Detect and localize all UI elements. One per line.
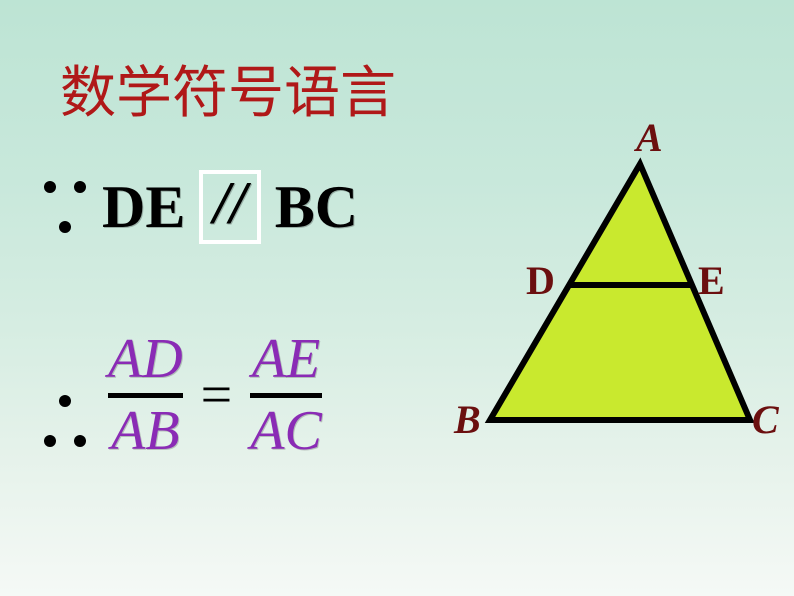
point-d-label: D xyxy=(526,257,555,304)
fraction-left: AD AB xyxy=(108,330,183,461)
dot xyxy=(74,181,86,193)
fraction-bar xyxy=(250,393,322,398)
parallel-operator: // xyxy=(199,170,260,244)
equals-sign: = xyxy=(201,363,233,427)
dot xyxy=(59,221,71,233)
denominator-ac: AC xyxy=(250,402,322,461)
dot xyxy=(74,435,86,447)
dot xyxy=(44,435,56,447)
vertex-c-label: C xyxy=(752,396,779,443)
vertex-b-label: B xyxy=(454,396,481,443)
dot xyxy=(44,181,56,193)
denominator-ab: AB xyxy=(111,402,179,461)
therefore-statement: AD AB = AE AC xyxy=(40,330,322,461)
slide-title: 数学符号语言 xyxy=(60,48,396,129)
because-symbol xyxy=(40,177,90,237)
therefore-symbol xyxy=(40,391,90,451)
vertex-a-label: A xyxy=(636,114,663,161)
numerator-ae: AE xyxy=(252,330,320,389)
triangle-diagram: A B C D E xyxy=(460,140,770,460)
numerator-ad: AD xyxy=(108,330,183,389)
segment-de: DE xyxy=(102,173,185,242)
point-e-label: E xyxy=(698,257,725,304)
fraction-bar xyxy=(108,393,183,398)
because-statement: DE // BC xyxy=(40,170,358,244)
dot xyxy=(59,395,71,407)
proportion-equation: AD AB = AE AC xyxy=(108,330,322,461)
segment-bc: BC xyxy=(275,173,358,242)
parallel-expression: DE // BC xyxy=(102,170,358,244)
fraction-right: AE AC xyxy=(250,330,322,461)
